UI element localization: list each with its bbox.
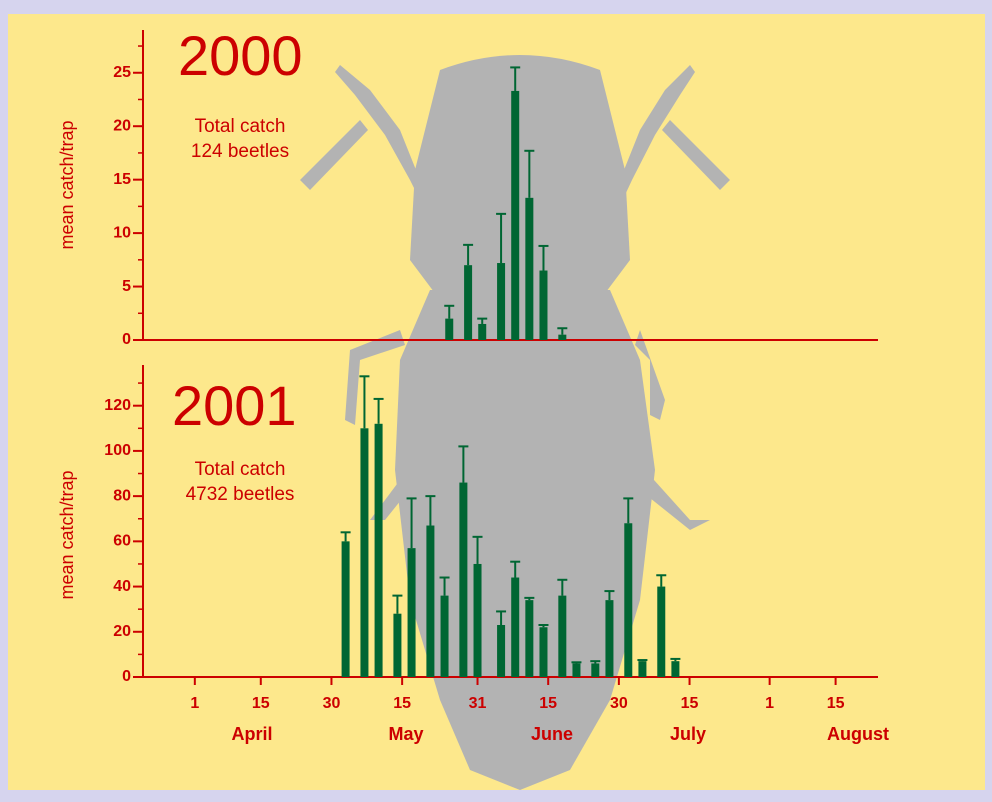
x-tick-label: 1 [765,695,774,712]
bar [441,596,449,677]
total-catch-note: 124 beetles [191,141,289,162]
y-tick-label: 100 [104,442,131,459]
bar [459,483,467,677]
x-tick-label: 31 [469,695,487,712]
y-tick-label: 20 [113,623,131,640]
page: {"chart_data": [ {"type": "bar", "color"… [0,0,992,802]
x-tick-label: 15 [252,695,270,712]
bar [342,541,350,677]
x-tick-label: 15 [681,695,699,712]
month-label: April [231,724,272,744]
month-label: June [531,724,573,744]
year-label: 2001 [172,374,297,437]
month-label: May [388,724,423,744]
bar [393,614,401,677]
y-tick-label: 80 [113,487,131,504]
bar [605,600,613,677]
bar [539,627,547,677]
bar [572,663,580,677]
x-tick-label: 15 [539,695,557,712]
bar [511,578,519,677]
bar [497,263,505,340]
bar [445,319,453,340]
y-tick-label: 120 [104,397,131,414]
y-tick-label: 40 [113,578,131,595]
y-axis-label: mean catch/trap [57,120,77,249]
x-tick-label: 15 [393,695,411,712]
y-tick-label: 25 [113,64,131,81]
bar [464,265,472,340]
bar [638,661,646,677]
bar [360,428,368,677]
bar [525,198,533,340]
bar [671,661,679,677]
bar [525,600,533,677]
y-tick-label: 0 [122,668,131,685]
bar [426,526,434,677]
x-tick-label: 30 [610,695,628,712]
year-label: 2000 [178,24,303,87]
y-tick-label: 15 [113,171,131,188]
bar [478,324,486,340]
x-tick-label: 15 [827,695,845,712]
bar [657,587,665,677]
total-catch-note: Total catch [195,459,286,480]
bar [624,523,632,677]
bar [408,548,416,677]
y-tick-label: 60 [113,533,131,550]
bar [558,596,566,677]
month-label: August [827,724,889,744]
bar [539,271,547,340]
x-tick-label: 30 [323,695,341,712]
bar [497,625,505,677]
bar [474,564,482,677]
chart: April May June July August 0510152025mea… [0,0,992,802]
y-tick-label: 5 [122,278,131,295]
bar [591,663,599,677]
y-axis-label: mean catch/trap [57,470,77,599]
y-tick-label: 20 [113,117,131,134]
x-tick-label: 1 [190,695,199,712]
month-label: July [670,724,706,744]
bar [375,424,383,677]
total-catch-note: Total catch [195,116,286,137]
total-catch-note: 4732 beetles [186,484,295,505]
bar [511,91,519,340]
y-tick-label: 0 [122,331,131,348]
y-tick-label: 10 [113,224,131,241]
bar [558,335,566,340]
